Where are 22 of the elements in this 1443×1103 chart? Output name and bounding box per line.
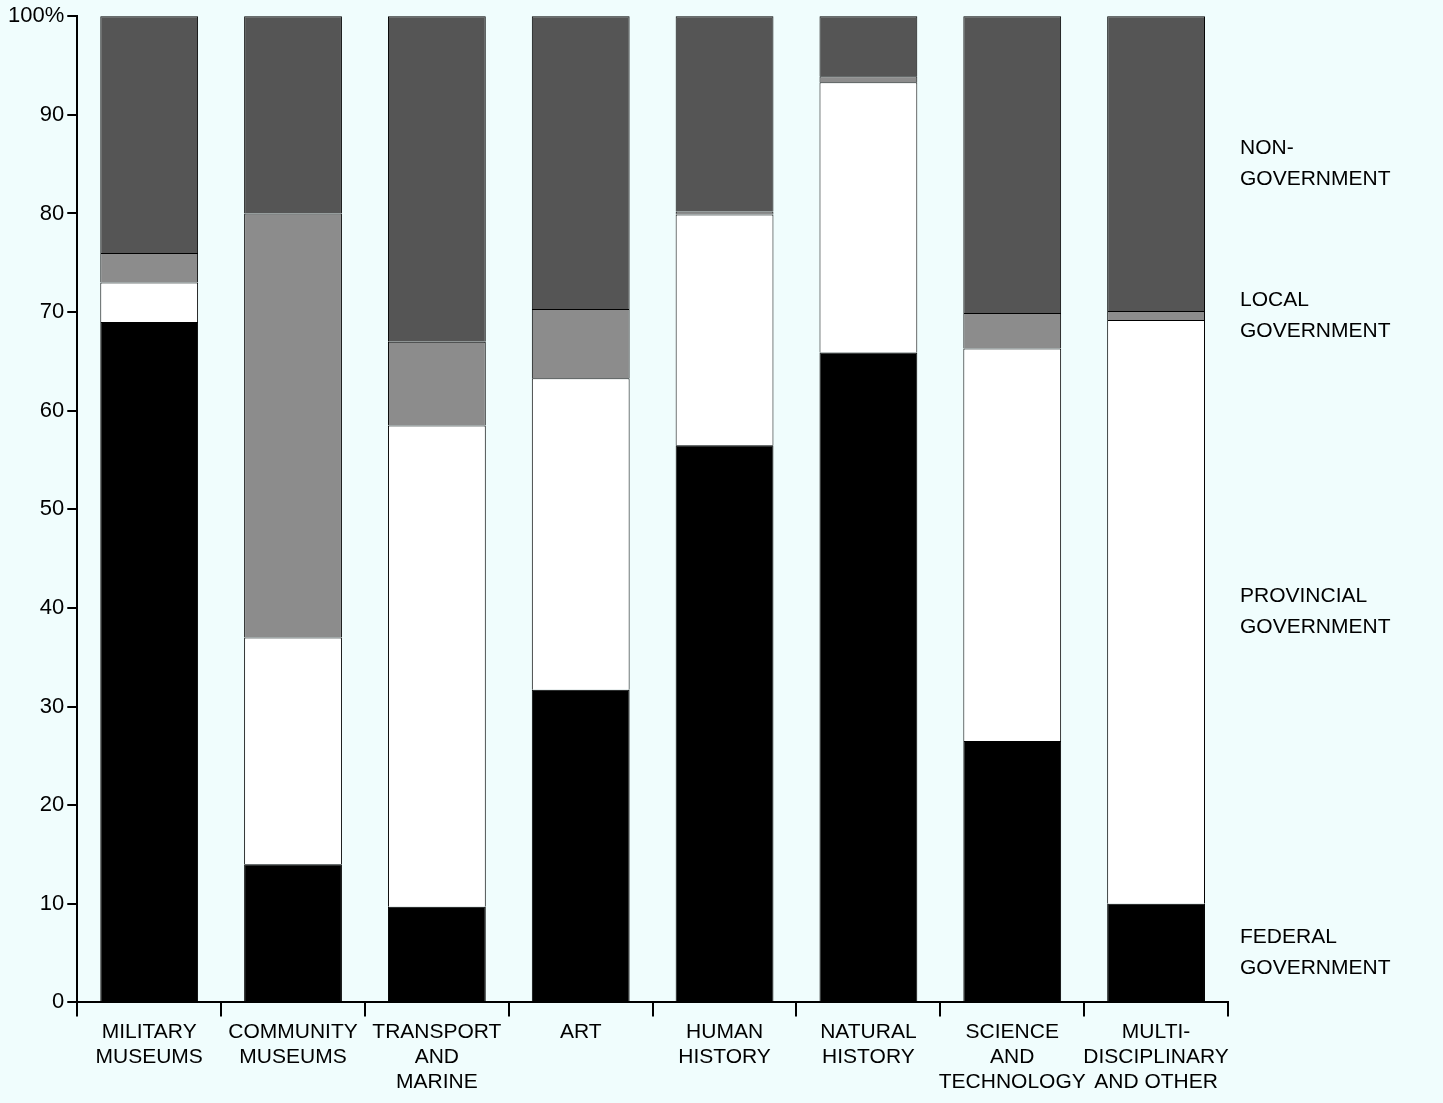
x-tick-label: ART	[559, 1018, 602, 1042]
x-tick-label: NATURAL HISTORY	[820, 1018, 917, 1067]
x-tick-label: COMMUNITY MUSEUMS	[228, 1018, 358, 1067]
x-tick-label: HUMAN HISTORY	[678, 1018, 771, 1067]
y-tick-label: 0	[52, 988, 65, 1014]
y-tick-label: 20	[39, 791, 65, 817]
x-tick-label: TRANSPORT AND MARINE	[372, 1018, 502, 1093]
y-tick-label: 30	[39, 692, 65, 718]
y-tick-label: 50	[39, 495, 65, 521]
y-tick-label: 80	[39, 199, 65, 225]
x-tick-label: MILITARY MUSEUMS	[95, 1018, 203, 1067]
y-tick-label: 70	[39, 298, 65, 324]
y-tick-label: 10	[39, 889, 65, 915]
series-label: NON- GOVERNMENT	[1240, 134, 1391, 189]
y-tick-label: 60	[39, 396, 65, 422]
x-tick-label: SCIENCE AND TECHNOLOGY	[938, 1018, 1086, 1093]
y-tick-label: 100%	[7, 2, 65, 28]
y-tick-label: 90	[39, 100, 65, 126]
series-label: LOCAL GOVERNMENT	[1240, 286, 1391, 341]
series-label: FEDERAL GOVERNMENT	[1240, 924, 1391, 979]
series-label: PROVINCIAL GOVERNMENT	[1240, 583, 1391, 638]
y-tick-label: 40	[39, 593, 65, 619]
